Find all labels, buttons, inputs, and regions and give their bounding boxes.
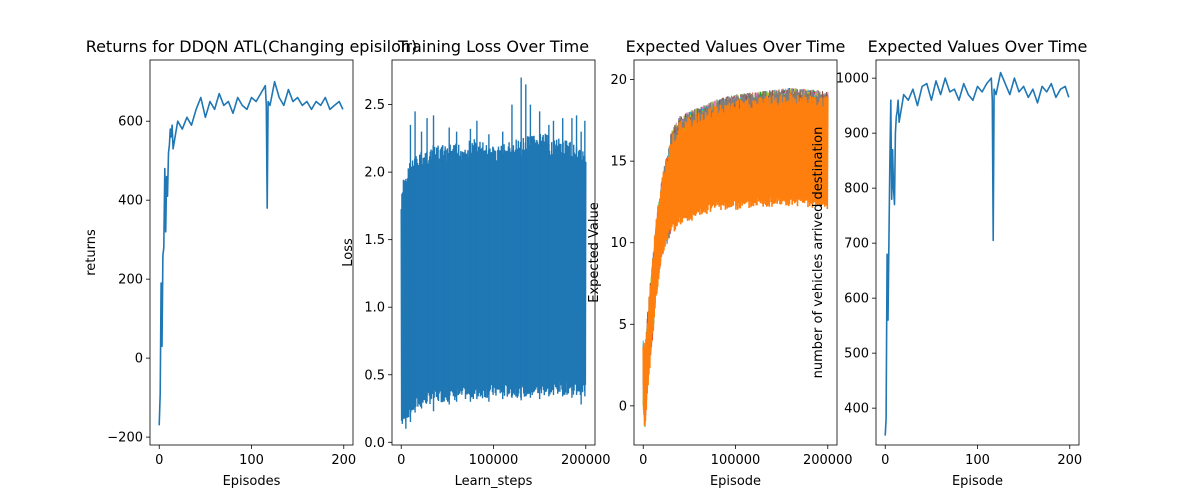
y-tick-label: 10 — [610, 236, 627, 251]
subplot-vehicles-series-line — [884, 71, 1070, 436]
y-tick-label: 20 — [610, 73, 627, 88]
x-tick-label: 0 — [639, 453, 647, 468]
y-tick-label: 0.0 — [364, 436, 385, 451]
subplot-vehicles-ylabel: number of vehicles arrived destination — [811, 127, 826, 379]
subplot-loss-xlabel: Learn_steps — [455, 474, 533, 489]
y-tick-label: −200 — [107, 431, 143, 446]
subplot-loss: Training Loss Over Time 0 100000 200000 0.0… — [341, 37, 611, 489]
x-tick-label: 200000 — [803, 453, 853, 468]
subplot-expected-values-xlabel: Episode — [710, 474, 761, 489]
y-tick-label: 700 — [844, 237, 869, 252]
x-tick-label: 100 — [239, 453, 264, 468]
y-tick-label: 0 — [135, 352, 143, 367]
y-tick-label: 600 — [844, 292, 869, 307]
x-tick-label: 200000 — [561, 453, 611, 468]
x-tick-label: 200 — [1057, 453, 1082, 468]
y-tick-label: 1.5 — [364, 233, 385, 248]
y-tick-label: 0 — [619, 399, 627, 414]
y-tick-label: 5 — [619, 318, 627, 333]
x-tick-label: 0 — [881, 453, 889, 468]
x-tick-label: 100000 — [469, 453, 519, 468]
subplot-loss-title: Training Loss Over Time — [397, 37, 589, 56]
y-tick-label: 600 — [118, 115, 143, 130]
x-tick-label: 100 — [965, 453, 990, 468]
y-tick-label: 400 — [118, 194, 143, 209]
subplot-expected-values-series-9 — [642, 88, 829, 401]
y-tick-label: 800 — [844, 182, 869, 197]
subplot-loss-ylabel: Loss — [341, 238, 356, 267]
subplot-loss-series-line — [400, 133, 587, 424]
subplot-returns-title: Returns for DDQN ATL(Changing episilon) — [86, 37, 418, 56]
y-tick-label: 2.5 — [364, 98, 385, 113]
y-tick-label: 900 — [844, 127, 869, 142]
y-tick-label: 2.0 — [364, 166, 385, 181]
subplot-returns-ticks: 0 100 200 −200 0 200 400 600 — [107, 115, 356, 468]
x-tick-label: 100000 — [711, 453, 761, 468]
subplot-vehicles: Expected Values Over Time 0 100 200 400 500 6… — [811, 37, 1087, 489]
y-tick-label: 15 — [610, 155, 627, 170]
subplot-expected-values-marks — [642, 87, 829, 427]
subplot-loss-ticks: 0 100000 200000 0.0 0.5 1.0 1.5 2.0 2.5 — [364, 98, 610, 468]
subplot-vehicles-marks — [884, 71, 1070, 436]
y-tick-label: 400 — [844, 402, 869, 417]
subplot-returns: Returns for DDQN ATL(Changing episilon) … — [84, 37, 417, 489]
y-tick-label: 500 — [844, 347, 869, 362]
y-tick-label: 1000 — [836, 72, 869, 87]
subplot-vehicles-xlabel: Episode — [952, 474, 1003, 489]
subplot-expected-values-ticks: 0 100000 200000 0 5 10 15 20 — [610, 73, 852, 468]
x-tick-label: 200 — [331, 453, 356, 468]
subplot-expected-values-title: Expected Values Over Time — [626, 37, 846, 56]
subplot-loss-marks — [400, 77, 587, 429]
y-tick-label: 1.0 — [364, 301, 385, 316]
subplot-returns-marks — [158, 80, 344, 426]
y-tick-label: 0.5 — [364, 368, 385, 383]
y-tick-label: 200 — [118, 273, 143, 288]
subplot-expected-values-series-10 — [642, 92, 829, 426]
x-tick-label: 0 — [155, 453, 163, 468]
subplot-returns-series-line — [158, 80, 344, 426]
subplot-expected-values: Expected Values Over Time 0 100000 2000000… — [587, 37, 853, 489]
subplot-expected-values-ylabel: Expected Value — [587, 202, 602, 302]
subplot-vehicles-ticks: 0 100 200 400 500 600 700 800 900 1000 — [836, 72, 1082, 468]
subplot-vehicles-title: Expected Values Over Time — [868, 37, 1088, 56]
subplot-returns-xlabel: Episodes — [223, 474, 281, 489]
x-tick-label: 0 — [397, 453, 405, 468]
subplot-returns-ylabel: returns — [84, 229, 99, 276]
